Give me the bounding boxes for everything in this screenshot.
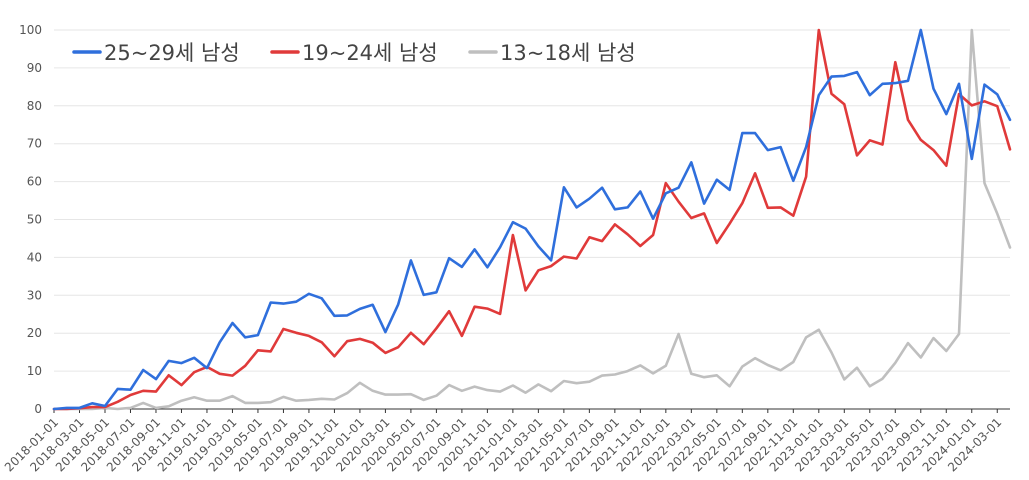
y-tick-label: 40 (27, 250, 42, 264)
y-tick-label: 60 (27, 175, 42, 189)
y-tick-label: 30 (27, 288, 42, 302)
y-tick-label: 80 (27, 99, 42, 113)
y-tick-label: 90 (27, 61, 42, 75)
y-tick-label: 0 (34, 402, 42, 416)
legend: 25~29세 남성 19~24세 남성 13~18세 남성 (72, 41, 636, 65)
y-axis: 0 10 20 30 40 50 60 70 80 90 100 (19, 23, 42, 416)
y-tick-label: 50 (27, 213, 42, 227)
y-tick-label: 70 (27, 137, 42, 151)
legend-label-2: 19~24세 남성 (302, 41, 438, 65)
legend-label-3: 13~18세 남성 (500, 41, 636, 65)
legend-label-1: 25~29세 남성 (104, 41, 240, 65)
x-axis: 2018-01-012018-03-012018-05-012018-07-01… (2, 409, 1004, 474)
y-tick-label: 20 (27, 326, 42, 340)
series-line-2 (52, 28, 1012, 411)
y-tick-label: 10 (27, 364, 42, 378)
series-line-3 (52, 28, 1012, 411)
series-line-1 (52, 28, 1012, 411)
y-tick-label: 100 (19, 23, 42, 37)
series-lines (52, 28, 1012, 411)
